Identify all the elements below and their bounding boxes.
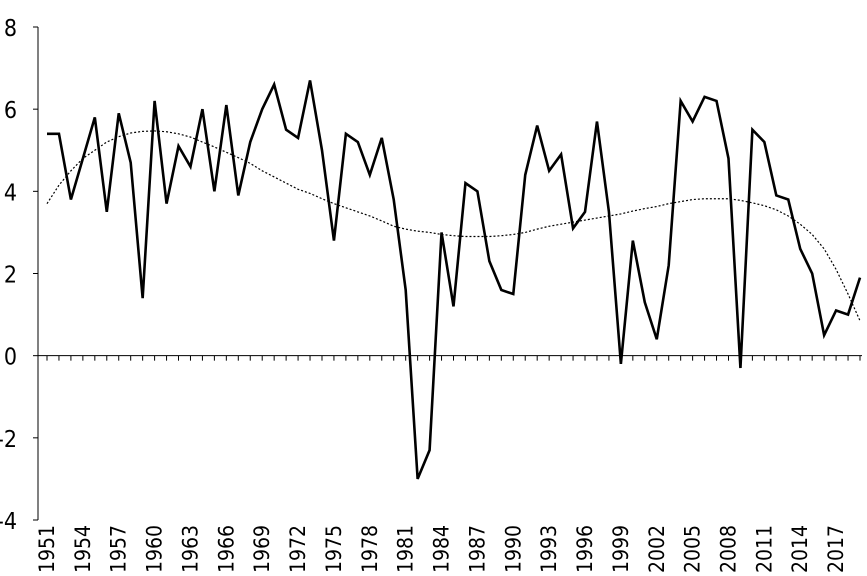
x-tick-label: 2014 bbox=[788, 525, 812, 573]
x-tick-label: 1963 bbox=[178, 525, 202, 573]
x-tick-label: 1999 bbox=[609, 525, 633, 573]
x-tick-label: 2011 bbox=[752, 525, 776, 573]
x-tick-label: 1981 bbox=[394, 525, 418, 573]
x-tick-label: 2002 bbox=[645, 525, 669, 573]
x-tick-label: 2008 bbox=[716, 525, 740, 573]
x-tick-label: 1993 bbox=[537, 525, 561, 573]
y-tick-label: 0 bbox=[4, 345, 17, 371]
x-tick-label: 2017 bbox=[824, 525, 848, 573]
x-tick-label: 1996 bbox=[573, 525, 597, 573]
x-tick-label: 1966 bbox=[214, 525, 238, 573]
y-tick-label: -4 bbox=[0, 509, 17, 535]
x-tick-label: 1954 bbox=[71, 525, 95, 573]
x-tick-label: 1987 bbox=[465, 525, 489, 573]
x-tick-label: 1990 bbox=[501, 525, 525, 573]
y-axis: -4 -2 0 2 4 6 8 bbox=[0, 16, 39, 535]
y-tick-label: -2 bbox=[0, 427, 17, 453]
x-tick-label: 1957 bbox=[107, 525, 131, 573]
x-tick-label: 1960 bbox=[143, 525, 167, 573]
x-tick-label: 2005 bbox=[681, 525, 705, 573]
data-line bbox=[47, 80, 862, 480]
x-tick-label: 1969 bbox=[250, 525, 274, 573]
x-tick-label: 1975 bbox=[322, 525, 346, 573]
series-layer bbox=[46, 80, 862, 480]
x-tick-label: 1978 bbox=[358, 525, 382, 573]
x-axis: 1951 1954 1957 1960 1963 1966 1969 1972 1975 1978… bbox=[35, 355, 862, 573]
trend-line bbox=[46, 130, 861, 321]
y-tick-label: 6 bbox=[4, 98, 17, 124]
x-tick-label: 1972 bbox=[286, 525, 310, 573]
y-tick-label: 2 bbox=[4, 263, 17, 289]
y-tick-label: 8 bbox=[4, 16, 17, 42]
x-tick-label: 1984 bbox=[430, 525, 454, 573]
y-tick-label: 4 bbox=[4, 180, 17, 206]
x-tick-label: 1951 bbox=[35, 525, 59, 573]
